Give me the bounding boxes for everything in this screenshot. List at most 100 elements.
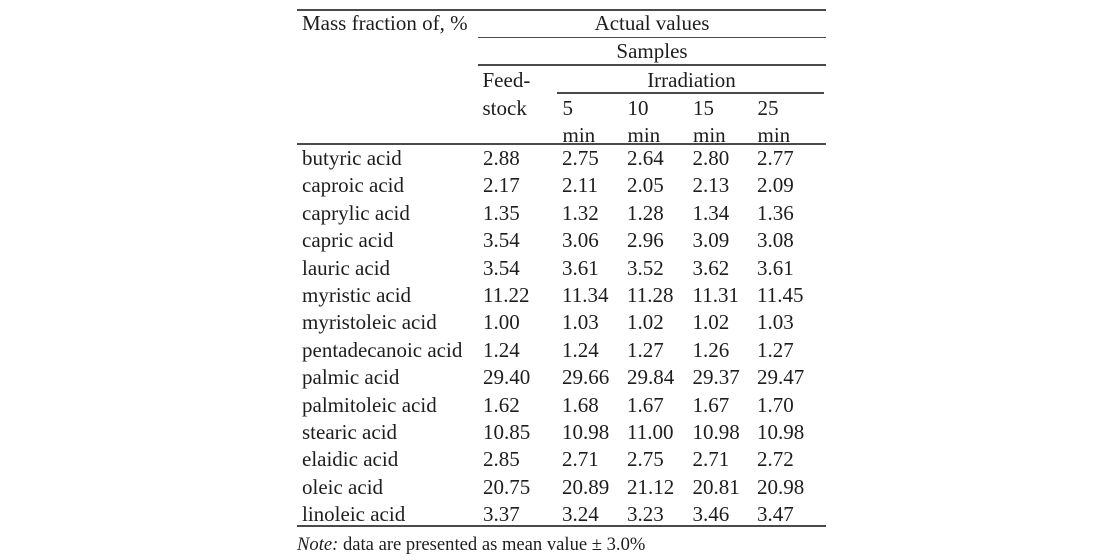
value-cell: 1.24 (562, 337, 599, 362)
column-header-samples: Samples (616, 38, 688, 63)
value-cell: 2.75 (562, 146, 599, 171)
value-cell: 1.34 (692, 200, 730, 225)
value-cell: 3.23 (627, 502, 664, 527)
value-cell: 1.35 (483, 200, 520, 225)
time-value: 25 (757, 96, 779, 120)
value-cell: 2.80 (692, 146, 730, 171)
value-cell: 2.77 (757, 146, 794, 171)
value-cell: 3.06 (562, 228, 599, 253)
value-cell: 11.28 (627, 283, 674, 307)
acid-name: palmic acid (302, 365, 400, 390)
value-cell: 3.61 (757, 255, 794, 280)
value-cell: 2.88 (483, 146, 520, 171)
feedstock-line2: stock (482, 95, 527, 120)
time-column-header: 15 min (688, 93, 753, 147)
value-cell: 1.27 (757, 337, 794, 362)
value-cell: 1.67 (692, 392, 730, 417)
value-cell: 2.71 (692, 447, 730, 472)
acid-name: lauric acid (302, 255, 391, 280)
acid-name: palmitoleic acid (302, 392, 437, 417)
value-cell: 2.09 (757, 173, 794, 198)
value-cell: 1.68 (562, 392, 599, 417)
acid-name: myristoleic acid (302, 310, 437, 335)
value-cell: 1.03 (757, 310, 794, 335)
value-cell: 1.24 (483, 337, 520, 362)
samples-underline-rule (478, 64, 826, 66)
acid-name: butyric acid (302, 146, 402, 171)
time-column-header: 10 min (622, 93, 688, 147)
value-cell: 2.17 (483, 173, 520, 198)
value-cell: 2.96 (627, 228, 664, 253)
time-column-header: 5 min (557, 93, 622, 147)
value-cell: 3.09 (692, 228, 730, 253)
table-top-rule (297, 9, 826, 11)
acid-name: elaidic acid (302, 447, 399, 472)
value-cell: 3.61 (562, 255, 599, 280)
value-cell: 10.98 (692, 419, 740, 444)
note-label: Note: (297, 534, 339, 555)
time-value: 5 (562, 96, 574, 120)
acid-name: pentadecanoic acid (302, 337, 463, 362)
actual-values-underline-rule (478, 36, 826, 39)
table-bottom-rule (297, 525, 826, 527)
value-cell: 1.36 (757, 200, 794, 225)
value-cell: 1.27 (627, 337, 664, 362)
acid-name: caprylic acid (302, 200, 410, 225)
value-cell: 29.47 (757, 365, 805, 390)
value-cell: 20.89 (562, 474, 610, 499)
value-cell: 3.47 (757, 502, 794, 527)
value-cell: 10.98 (562, 419, 610, 444)
time-value: 15 (693, 96, 714, 120)
value-cell: 1.02 (627, 310, 664, 335)
note-text: data are presented as mean value ± 3.0% (338, 534, 646, 555)
value-cell: 1.28 (627, 200, 664, 225)
value-cell: 20.81 (692, 474, 740, 499)
acid-name: linoleic acid (302, 502, 406, 527)
value-cell: 29.84 (627, 365, 675, 390)
value-cell: 3.37 (483, 502, 520, 527)
value-cell: 1.02 (692, 310, 730, 335)
value-cell: 3.52 (627, 255, 664, 280)
value-cell: 20.98 (757, 474, 805, 499)
acid-name: stearic acid (302, 419, 398, 444)
value-cell: 10.98 (757, 419, 805, 444)
value-cell: 2.71 (562, 447, 599, 472)
acid-name: capric acid (302, 228, 394, 253)
fatty-acid-table: Mass fraction of, % Actual values Sample… (297, 10, 826, 526)
acid-name: myristic acid (302, 283, 412, 307)
value-cell: 1.70 (757, 392, 794, 417)
acid-name: oleic acid (302, 474, 384, 499)
value-cell: 1.67 (627, 392, 664, 417)
value-cell: 2.85 (483, 447, 520, 472)
value-cell: 21.12 (627, 474, 675, 499)
value-cell: 2.64 (627, 146, 664, 171)
value-cell: 1.00 (483, 310, 520, 335)
value-cell: 10.85 (483, 419, 531, 444)
column-header-irradiation: Irradiation (647, 68, 736, 93)
value-cell: 11.45 (757, 283, 804, 307)
table-note: Note: data are presented as mean value ±… (297, 534, 645, 556)
value-cell: 3.46 (692, 502, 730, 527)
column-header-feedstock: Feed- stock (478, 65, 557, 144)
value-cell: 1.03 (562, 310, 599, 335)
value-cell: 3.24 (562, 502, 599, 527)
value-cell: 2.11 (562, 173, 598, 198)
value-cell: 20.75 (483, 474, 531, 499)
value-cell: 2.13 (692, 173, 730, 198)
value-cell: 1.26 (692, 337, 730, 362)
time-column-header: 25 min (752, 93, 826, 147)
value-cell: 11.31 (692, 283, 739, 307)
value-cell: 11.22 (483, 283, 530, 307)
value-cell: 3.08 (757, 228, 794, 253)
value-cell: 11.00 (627, 419, 674, 444)
value-cell: 11.34 (562, 283, 609, 307)
column-header-actual-values: Actual values (594, 11, 710, 36)
feedstock-line1: Feed- (482, 68, 531, 93)
time-value: 10 (627, 96, 649, 120)
value-cell: 3.54 (483, 228, 520, 253)
header-bottom-rule (297, 143, 826, 145)
acid-name: caproic acid (302, 173, 405, 198)
column-header-mass-fraction: Mass fraction of, % (302, 11, 468, 36)
value-cell: 2.72 (757, 447, 794, 472)
